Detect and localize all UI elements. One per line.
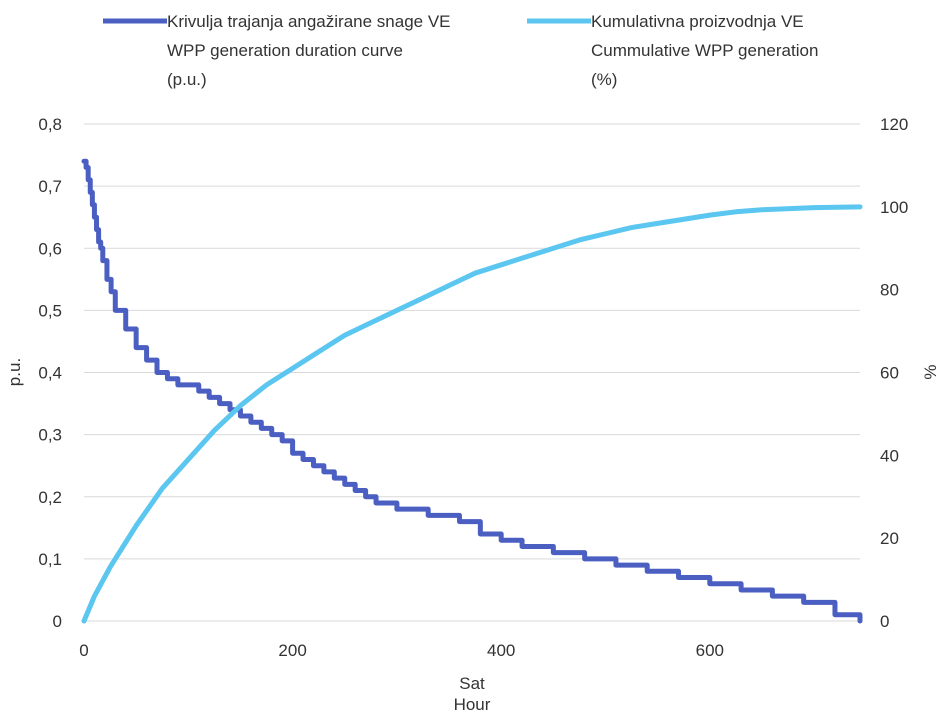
- left-axis-ticks: 0 0,1 0,2 0,3 0,4 0,5 0,6 0,7 0,8: [38, 115, 62, 631]
- y-right-tick-label: 80: [880, 281, 899, 300]
- y-left-tick-label: 0: [53, 612, 62, 631]
- right-axis-ticks: 0 20 40 60 80 100 120: [880, 115, 908, 631]
- legend-label-series-2-line-2: Cummulative WPP generation: [591, 41, 818, 60]
- legend-label-series-2-line-3: (%): [591, 70, 617, 89]
- gridlines: [84, 123, 860, 622]
- y-axis-right-title: %: [921, 364, 940, 379]
- y-right-tick-label: 100: [880, 198, 908, 217]
- y-left-tick-label: 0,6: [38, 239, 62, 258]
- y-right-tick-label: 0: [880, 612, 889, 631]
- legend-label-series-1-line-2: WPP generation duration curve: [167, 41, 403, 60]
- y-left-tick-label: 0,8: [38, 115, 62, 134]
- x-axis-title-line-2: Hour: [454, 695, 491, 714]
- y-left-tick-label: 0,2: [38, 488, 62, 507]
- y-left-tick-label: 0,4: [38, 364, 62, 383]
- legend: Krivulja trajanja angažirane snage VE WP…: [103, 12, 818, 89]
- x-axis-ticks: 0 200 400 600: [79, 641, 724, 660]
- y-left-tick-label: 0,3: [38, 426, 62, 445]
- x-tick-label: 400: [487, 641, 515, 660]
- series-line-1: [81, 158, 863, 624]
- y-right-tick-label: 60: [880, 364, 899, 383]
- y-right-tick-label: 40: [880, 446, 899, 465]
- y-axis-left-title: p.u.: [5, 358, 24, 386]
- series-line-2: [81, 204, 863, 624]
- y-left-tick-label: 0,7: [38, 177, 62, 196]
- legend-label-series-2-line-1: Kumulativna proizvodnja VE: [591, 12, 804, 31]
- x-tick-label: 200: [278, 641, 306, 660]
- y-left-tick-label: 0,1: [38, 550, 62, 569]
- legend-label-series-1-line-1: Krivulja trajanja angažirane snage VE: [167, 12, 451, 31]
- series-layer: [81, 158, 863, 624]
- y-left-tick-label: 0,5: [38, 301, 62, 320]
- x-axis-title-line-1: Sat: [459, 674, 485, 693]
- x-tick-label: 0: [79, 641, 88, 660]
- y-right-tick-label: 120: [880, 115, 908, 134]
- x-tick-label: 600: [696, 641, 724, 660]
- y-right-tick-label: 20: [880, 529, 899, 548]
- legend-label-series-1-line-3: (p.u.): [167, 70, 207, 89]
